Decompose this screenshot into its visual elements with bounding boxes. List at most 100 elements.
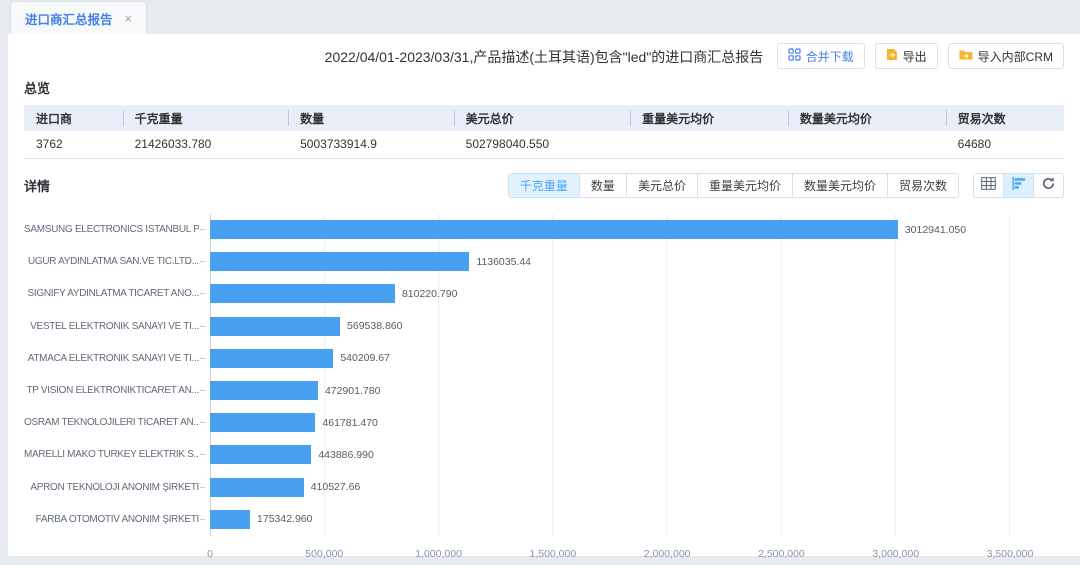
chart-bar[interactable] [210, 381, 318, 401]
action-label: 导出 [902, 49, 927, 64]
chart-bar-row: FARBA OTOMOTİV ANONİM ŞİRKETİ 175342.960 [24, 509, 1010, 529]
chart-bar[interactable] [210, 413, 316, 433]
tab-import-summary-report[interactable]: 进口商汇总报告 × [10, 1, 148, 34]
chart-category-label: FARBA OTOMOTİV ANONİM ŞİRKETİ [35, 513, 199, 525]
overview-column-header: 美元总价 [453, 105, 631, 131]
report-title: 2022/04/01-2023/03/31,产品描述(土耳其语)包含"led"的… [324, 49, 764, 65]
axis-tick [200, 454, 205, 456]
bar-chart-view-button[interactable] [1003, 172, 1034, 198]
chart-bar[interactable] [210, 220, 898, 240]
import-crm-icon [959, 49, 973, 64]
metric-tab[interactable]: 美元总价 [625, 172, 698, 198]
chart-bar[interactable] [210, 445, 312, 465]
x-axis-tick-label: 3,500,000 [986, 547, 1034, 560]
chart-category-label: SAMSUNG ELECTRONICS ISTANBUL P... [24, 224, 199, 236]
chart-bar-value: 472901.780 [324, 384, 381, 397]
chart-bar-row: OSRAM TEKNOLOJİLERİ TİCARET AN... 461781.… [24, 413, 1010, 433]
chart-bar[interactable] [210, 509, 251, 529]
chart-bar-value: 443886.990 [318, 448, 374, 461]
chart-bar[interactable] [210, 316, 341, 336]
chart-bar-value: 1136035.44 [476, 255, 532, 268]
x-axis-tick-label: 1,000,000 [415, 547, 462, 560]
x-axis-tick-label: 3,000,000 [872, 547, 920, 560]
title-row: 2022/04/01-2023/03/31,产品描述(土耳其语)包含"led"的… [24, 42, 1064, 72]
action-label: 导入内部CRM [977, 49, 1053, 64]
chart-category-label: MARELLI MAKO TURKEY ELEKTRİK S... [24, 449, 199, 461]
importer-bar-chart: SAMSUNG ELECTRONICS ISTANBUL P... 3012941… [24, 213, 1064, 562]
overview-cell: 3762 [24, 131, 123, 159]
close-icon[interactable]: × [124, 10, 133, 26]
axis-tick [200, 357, 205, 359]
merge-download-icon [788, 48, 801, 64]
overview-header-row: 进口商 千克重量 数量 美元总价 重量美元均价 数量美元均价 贸易次数 [24, 105, 1064, 131]
chart-bar[interactable] [210, 252, 470, 272]
metric-tab[interactable]: 贸易次数 [886, 172, 959, 198]
table-view-icon [981, 177, 996, 193]
overview-column-header: 数量美元均价 [787, 105, 946, 131]
details-section-title: 详情 [24, 178, 51, 194]
tab-label: 进口商汇总报告 [25, 12, 113, 27]
chart-bar-row: SAMSUNG ELECTRONICS ISTANBUL P... 3012941… [24, 220, 1010, 240]
table-view-button[interactable] [973, 172, 1004, 198]
chart-bar-value: 540209.67 [340, 352, 390, 365]
chart-bar-value: 810220.790 [401, 287, 458, 300]
report-panel: 2022/04/01-2023/03/31,产品描述(土耳其语)包含"led"的… [8, 34, 1080, 560]
overview-table: 进口商 千克重量 数量 美元总价 重量美元均价 数量美元均价 贸易次数 3762 214260… [24, 105, 1064, 159]
metric-tab[interactable]: 千克重量 [507, 172, 580, 198]
chart-bar[interactable] [210, 477, 304, 497]
merge-download-button[interactable]: 合并下载 [776, 43, 865, 69]
chart-bar-row: APRON TEKNOLOJİ ANONİM ŞİRKETİ 410527.66 [24, 477, 1010, 497]
chart-category-label: SİGNİFY AYDINLATMA TİCARET ANO... [27, 288, 199, 300]
view-toggle-group [973, 172, 1064, 198]
chart-bar-row: MARELLI MAKO TURKEY ELEKTRİK S... 443886.… [24, 445, 1010, 465]
overview-cell [787, 131, 946, 159]
chart-category-label: TP VISION ELEKTRONİKTİCARET AN... [26, 385, 199, 397]
overview-cell [630, 131, 788, 159]
overview-column-header: 重量美元均价 [630, 105, 788, 131]
action-label: 合并下载 [805, 49, 854, 64]
chart-category-label: UĞUR AYDINLATMA SAN.VE TİC.LTD... [27, 256, 199, 268]
chart-bar[interactable] [210, 284, 395, 304]
chart-bar-value: 175342.960 [257, 513, 313, 526]
axis-tick [200, 229, 205, 231]
header-actions: 合并下载 导出 导入内部CRM [776, 43, 1064, 69]
metric-tab[interactable]: 重量美元均价 [696, 172, 793, 198]
export-icon [886, 48, 898, 64]
x-axis-tick-label: 1,500,000 [529, 547, 577, 560]
axis-tick [200, 518, 205, 520]
export-button[interactable]: 导出 [874, 43, 938, 69]
chart-category-label: ATMACA ELEKTRONİK SANAYİ VE Tİ... [27, 352, 199, 364]
overview-cell: 5003733914.9 [288, 131, 454, 159]
axis-tick [200, 422, 205, 424]
chart-bar-row: SİGNİFY AYDINLATMA TİCARET ANO... 810220.… [24, 284, 1010, 304]
chart-bar-value: 569538.860 [347, 320, 403, 333]
x-axis-tick-label: 500,000 [305, 547, 344, 560]
overview-data-row: 3762 21426033.780 5003733914.9 502798040.55… [24, 131, 1064, 159]
axis-tick [200, 261, 205, 263]
overview-section-title: 总览 [24, 81, 51, 96]
overview-cell: 502798040.550 [453, 131, 631, 159]
axis-tick [200, 486, 205, 488]
metric-tab-group: 千克重量 数量 美元总价 重量美元均价 数量美元均价 贸易次数 [507, 172, 959, 198]
chart-category-label: APRON TEKNOLOJİ ANONİM ŞİRKETİ [30, 481, 199, 493]
chart-bar[interactable] [210, 348, 334, 368]
overview-column-header: 数量 [288, 105, 454, 131]
chart-bar-row: ATMACA ELEKTRONİK SANAYİ VE Tİ... 540209.… [24, 348, 1010, 368]
chart-bar-row: UĞUR AYDINLATMA SAN.VE TİC.LTD... 1136035… [24, 252, 1010, 272]
overview-column-header: 千克重量 [122, 105, 289, 131]
x-axis-tick-label: 0 [207, 547, 213, 560]
metric-tab[interactable]: 数量美元均价 [791, 172, 888, 198]
overview-cell: 21426033.780 [122, 131, 289, 159]
overview-cell: 64680 [945, 131, 1064, 159]
overview-column-header: 进口商 [24, 105, 123, 131]
chart-bar-value: 3012941.050 [904, 223, 967, 236]
metric-tab[interactable]: 数量 [578, 172, 627, 198]
chart-bar-value: 410527.66 [310, 481, 361, 494]
chart-rows: SAMSUNG ELECTRONICS ISTANBUL P... 3012941… [24, 214, 1010, 536]
chart-category-label: VESTEL ELEKTRONİK SANAYİ VE Tİ... [30, 320, 199, 332]
refresh-button[interactable] [1033, 172, 1064, 198]
overview-column-header: 贸易次数 [945, 105, 1064, 131]
x-axis-tick-label: 2,000,000 [643, 547, 691, 560]
x-axis-tick-label: 2,500,000 [758, 547, 805, 560]
import-crm-button[interactable]: 导入内部CRM [947, 43, 1064, 69]
